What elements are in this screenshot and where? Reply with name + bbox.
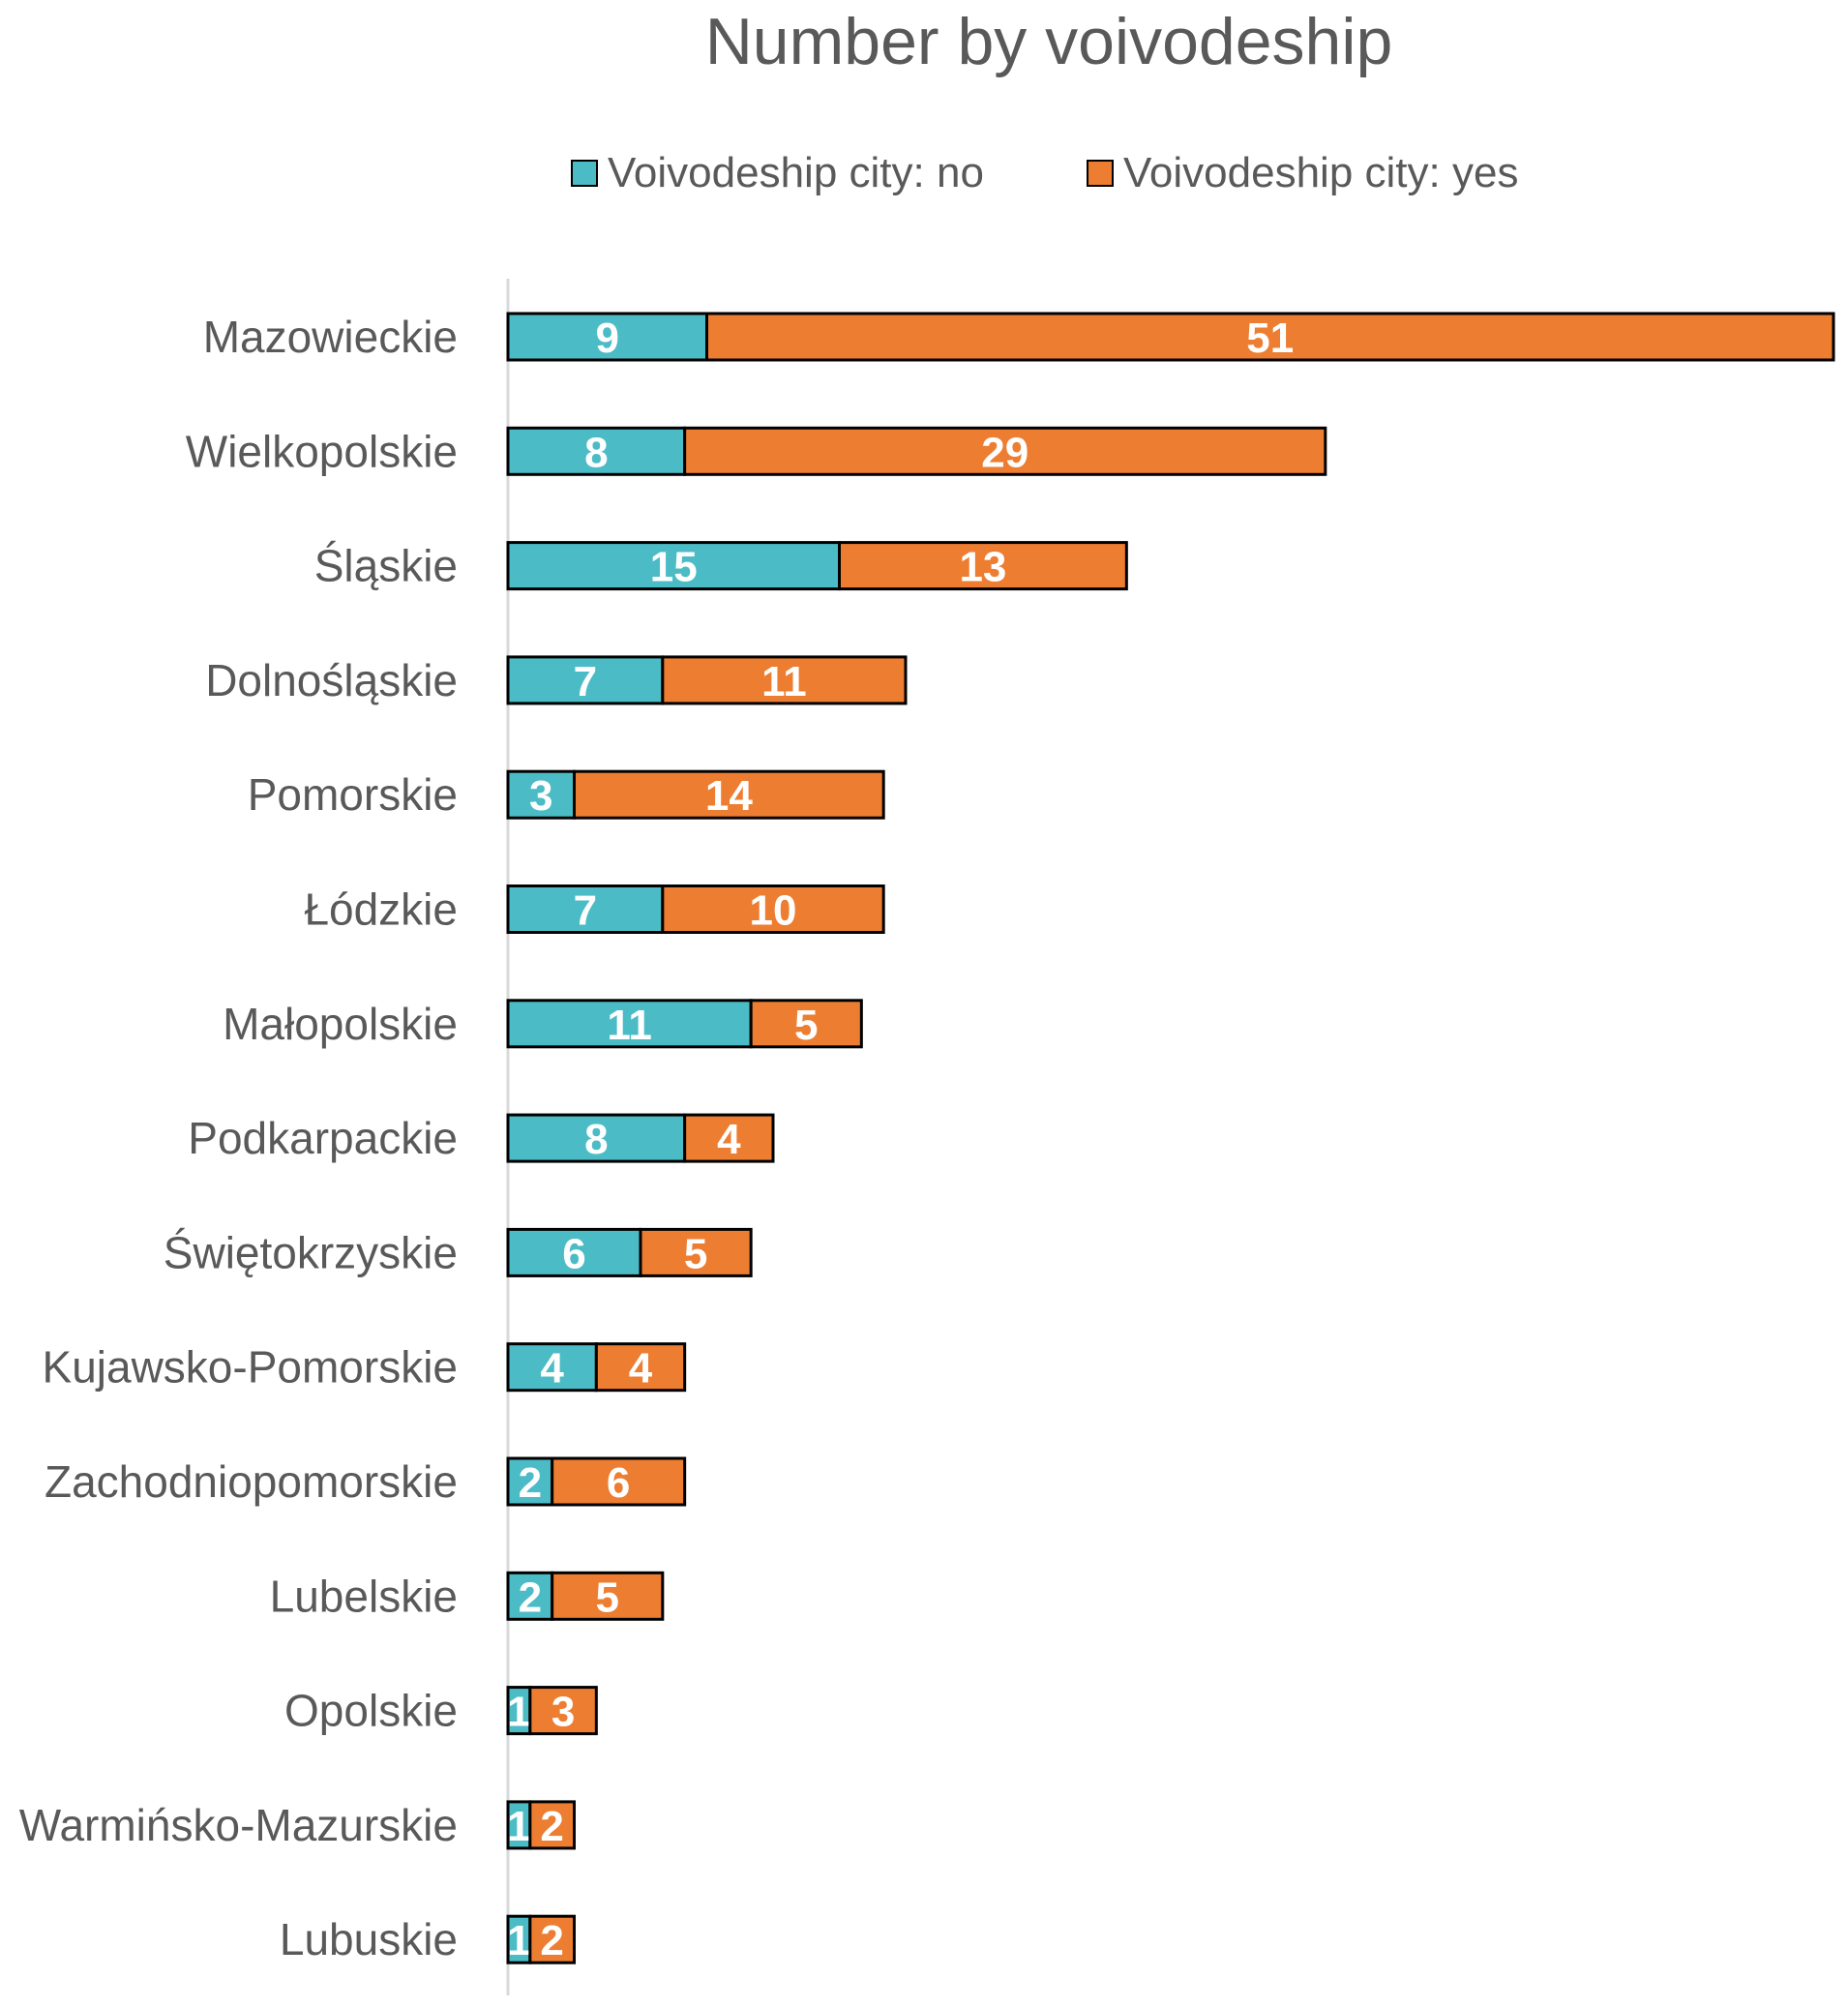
data-label: 4: [540, 1345, 564, 1393]
bar-no-wielkopolskie: [506, 426, 687, 476]
data-label: 9: [596, 315, 619, 362]
data-label: 3: [551, 1689, 575, 1736]
bar-yes-lubuskie: [528, 1914, 576, 1964]
data-label: 3: [529, 772, 552, 820]
data-label: 2: [540, 1803, 563, 1850]
data-label: 8: [584, 429, 608, 476]
data-label: 5: [596, 1573, 619, 1621]
legend-label-no: Voivodeship city: no: [608, 149, 984, 196]
data-label: 5: [794, 1002, 818, 1049]
bar-yes--dzkie: [661, 884, 885, 934]
category-label: Małopolskie: [223, 999, 458, 1049]
category-label: Łódzkie: [304, 884, 458, 935]
bar-yes-ma-opolskie: [749, 999, 863, 1049]
bar-yes-wielkopolskie: [683, 426, 1327, 476]
category-label: Podkarpackie: [188, 1113, 458, 1163]
category-label: Świętokrzyskie: [164, 1227, 458, 1277]
data-label: 10: [750, 887, 797, 935]
category-label: Kujawsko-Pomorskie: [43, 1342, 458, 1393]
bar-yes-kujawsko-pomorskie: [594, 1342, 687, 1393]
data-label: 6: [562, 1230, 585, 1277]
bar-no--wi-tokrzyskie: [506, 1227, 642, 1277]
data-label: 1: [507, 1917, 530, 1964]
category-label: Śląskie: [314, 541, 458, 591]
bar-yes--wi-tokrzyskie: [639, 1227, 753, 1277]
bar-yes-pomorskie: [573, 769, 885, 820]
data-label: 1: [507, 1803, 530, 1850]
data-label: 4: [629, 1345, 653, 1393]
bar-no-zachodniopomorskie: [506, 1456, 554, 1507]
data-label: 4: [717, 1116, 741, 1163]
data-label: 14: [705, 772, 753, 820]
data-label: 11: [607, 1002, 652, 1049]
category-label: Opolskie: [284, 1686, 458, 1736]
category-label: Dolnośląskie: [205, 655, 458, 705]
data-label: 2: [540, 1917, 563, 1964]
category-label: Pomorskie: [248, 769, 458, 820]
category-label: Lubelskie: [270, 1571, 458, 1621]
bar-no-ma-opolskie: [506, 999, 753, 1049]
data-label: 2: [519, 1459, 542, 1507]
data-label: 15: [650, 544, 698, 591]
bar-yes-podkarpackie: [683, 1113, 775, 1163]
bar-no-kujawsko-pomorskie: [506, 1342, 598, 1393]
data-label: 51: [1246, 315, 1294, 362]
bar-yes-mazowieckie: [705, 312, 1835, 362]
legend-swatch-yes: [1087, 160, 1114, 187]
category-label: Zachodniopomorskie: [45, 1456, 458, 1507]
category-label: Warmińsko-Mazurskie: [19, 1800, 458, 1850]
category-label: Lubuskie: [280, 1914, 458, 1964]
bar-yes-dolno-l-skie: [661, 655, 908, 705]
data-label: 6: [607, 1459, 630, 1507]
bar-yes-opolskie: [528, 1686, 598, 1736]
data-label: 2: [519, 1573, 542, 1621]
data-label: 1: [507, 1689, 530, 1736]
data-label: 7: [574, 658, 597, 705]
bar-yes-warmi-sko-mazurskie: [528, 1800, 576, 1850]
bar-yes--l-skie: [838, 541, 1128, 591]
bar-no--dzkie: [506, 884, 665, 934]
bar-yes-lubelskie: [551, 1571, 665, 1621]
data-label: 13: [959, 544, 1006, 591]
chart-title: Number by voivodeship: [705, 5, 1393, 78]
data-label: 7: [574, 887, 597, 935]
legend-swatch-no: [571, 160, 598, 187]
legend: Voivodeship city: no Voivodeship city: y…: [571, 149, 1518, 196]
data-label: 29: [981, 429, 1028, 476]
bar-no-lubelskie: [506, 1571, 554, 1621]
bar-no-podkarpackie: [506, 1113, 687, 1163]
data-label: 8: [584, 1116, 608, 1163]
legend-label-yes: Voivodeship city: yes: [1123, 149, 1518, 196]
bar-yes-zachodniopomorskie: [551, 1456, 687, 1507]
data-label: 5: [684, 1230, 707, 1277]
category-labels: Mazowieckie Wielkopolskie Śląskie Dolnośląs…: [19, 312, 458, 1964]
data-label: 11: [761, 658, 807, 705]
category-label: Mazowieckie: [203, 312, 458, 362]
category-label: Wielkopolskie: [186, 426, 458, 476]
